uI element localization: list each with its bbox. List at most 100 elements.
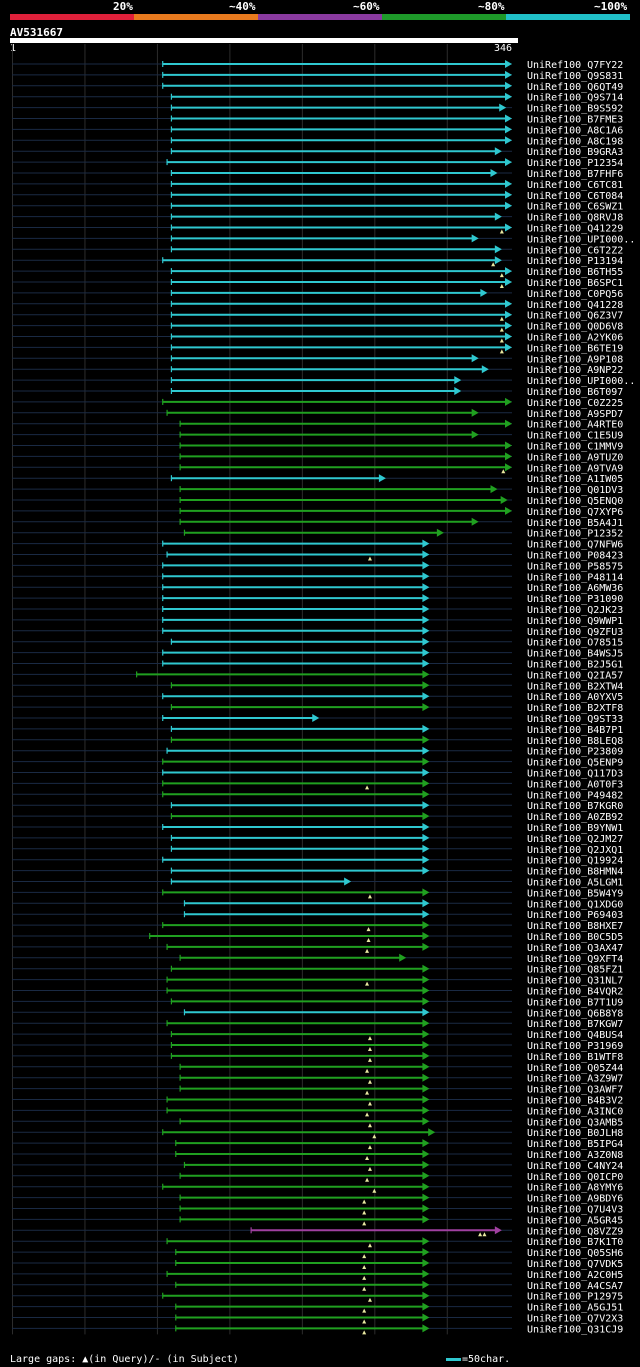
hit-label[interactable]: UniRef100_C6T2Z2 — [527, 245, 623, 256]
hit-label[interactable]: UniRef100_A8C198 — [527, 136, 623, 147]
hit-label[interactable]: UniRef100_B6TH55 — [527, 267, 623, 278]
hit-label[interactable]: UniRef100_P23809 — [527, 747, 623, 758]
hit-label[interactable]: UniRef100_A4RTE0 — [527, 420, 623, 431]
hit-label[interactable]: UniRef100_B2XTF8 — [527, 703, 623, 714]
hit-label[interactable]: UniRef100_UPI000.. — [527, 234, 635, 245]
hit-label[interactable]: UniRef100_B6T097 — [527, 387, 623, 398]
hit-label[interactable]: UniRef100_B7K1T0 — [527, 1237, 623, 1248]
hit-label[interactable]: UniRef100_A9TUZ0 — [527, 452, 623, 463]
hit-label[interactable]: UniRef100_Q05Z44 — [527, 1063, 623, 1074]
hit-label[interactable]: UniRef100_A9NP22 — [527, 365, 623, 376]
hit-label[interactable]: UniRef100_P31969 — [527, 1041, 623, 1052]
hit-label[interactable]: UniRef100_Q9ZFU3 — [527, 627, 623, 638]
hit-label[interactable]: UniRef100_A9P108 — [527, 354, 623, 365]
hit-label[interactable]: UniRef100_C1E5U9 — [527, 431, 623, 442]
hit-label[interactable]: UniRef100_A0T0F3 — [527, 779, 623, 790]
hit-label[interactable]: UniRef100_A2YK06 — [527, 333, 623, 344]
hit-label[interactable]: UniRef100_Q9ST33 — [527, 714, 623, 725]
hit-label[interactable]: UniRef100_Q3AMB5 — [527, 1117, 623, 1128]
hit-label[interactable]: UniRef100_P48114 — [527, 572, 623, 583]
hit-label[interactable]: UniRef100_Q8VZZ9 — [527, 1226, 623, 1237]
hit-label[interactable]: UniRef100_Q2JK23 — [527, 605, 623, 616]
hit-label[interactable]: UniRef100_B7FME3 — [527, 115, 623, 126]
hit-label[interactable]: UniRef100_Q2JM27 — [527, 834, 623, 845]
hit-label[interactable]: UniRef100_C0PQ56 — [527, 289, 623, 300]
hit-label[interactable]: UniRef100_Q2IA57 — [527, 670, 623, 681]
hit-label[interactable]: UniRef100_B4B3V2 — [527, 1096, 623, 1107]
hit-label[interactable]: UniRef100_P12354 — [527, 158, 623, 169]
hit-label[interactable]: UniRef100_B4B7P1 — [527, 725, 623, 736]
hit-label[interactable]: UniRef100_A3Z0N8 — [527, 1150, 623, 1161]
hit-label[interactable]: UniRef100_Q01DV3 — [527, 485, 623, 496]
hit-label[interactable]: UniRef100_Q8RVJ8 — [527, 213, 623, 224]
hit-label[interactable]: UniRef100_P69403 — [527, 910, 623, 921]
hit-label[interactable]: UniRef100_A2C0H5 — [527, 1270, 623, 1281]
hit-label[interactable]: UniRef100_Q0D6V8 — [527, 322, 623, 333]
hit-label[interactable]: UniRef100_B5A4J1 — [527, 518, 623, 529]
hit-label[interactable]: UniRef100_Q9S831 — [527, 71, 623, 82]
hit-label[interactable]: UniRef100_Q117D3 — [527, 769, 623, 780]
hit-label[interactable]: UniRef100_Q6Z3V7 — [527, 311, 623, 322]
hit-label[interactable]: UniRef100_Q31CJ9 — [527, 1324, 623, 1335]
hit-label[interactable]: UniRef100_A3INC0 — [527, 1106, 623, 1117]
hit-label[interactable]: UniRef100_A5GJ51 — [527, 1303, 623, 1314]
hit-label[interactable]: UniRef100_B2J5G1 — [527, 660, 623, 671]
hit-label[interactable]: UniRef100_C6T084 — [527, 191, 623, 202]
hit-label[interactable]: UniRef100_B9GRA3 — [527, 147, 623, 158]
hit-label[interactable]: UniRef100_B7FHF6 — [527, 169, 623, 180]
hit-label[interactable]: UniRef100_A9TVA9 — [527, 463, 623, 474]
hit-label[interactable]: UniRef100_B4WSJ5 — [527, 649, 623, 660]
hit-label[interactable]: UniRef100_P49482 — [527, 790, 623, 801]
hit-label[interactable]: UniRef100_Q4BUS4 — [527, 1030, 623, 1041]
hit-label[interactable]: UniRef100_Q85FZ1 — [527, 965, 623, 976]
hit-label[interactable]: UniRef100_Q31NL7 — [527, 976, 623, 987]
hit-label[interactable]: UniRef100_P31090 — [527, 594, 623, 605]
hit-label[interactable]: UniRef100_B1WTF8 — [527, 1052, 623, 1063]
hit-label[interactable]: UniRef100_A9BDY6 — [527, 1194, 623, 1205]
hit-label[interactable]: UniRef100_B5IPG4 — [527, 1139, 623, 1150]
hit-label[interactable]: UniRef100_B8HMN4 — [527, 867, 623, 878]
hit-label[interactable]: UniRef100_A5GR45 — [527, 1215, 623, 1226]
hit-label[interactable]: UniRef100_O78515 — [527, 638, 623, 649]
hit-label[interactable]: UniRef100_Q7U4V3 — [527, 1205, 623, 1216]
hit-label[interactable]: UniRef100_C6TC81 — [527, 180, 623, 191]
hit-label[interactable]: UniRef100_B9S592 — [527, 104, 623, 115]
hit-label[interactable]: UniRef100_P13194 — [527, 256, 623, 267]
hit-label[interactable]: UniRef100_Q9XFT4 — [527, 954, 623, 965]
hit-label[interactable]: UniRef100_B0C5D5 — [527, 932, 623, 943]
hit-label[interactable]: UniRef100_P08423 — [527, 551, 623, 562]
hit-label[interactable]: UniRef100_Q19924 — [527, 856, 623, 867]
hit-label[interactable]: UniRef100_Q05SH6 — [527, 1248, 623, 1259]
hit-label[interactable]: UniRef100_Q41228 — [527, 300, 623, 311]
hit-label[interactable]: UniRef100_B6SPC1 — [527, 278, 623, 289]
hit-label[interactable]: UniRef100_Q2JXQ1 — [527, 845, 623, 856]
hit-label[interactable]: UniRef100_Q5ENP9 — [527, 758, 623, 769]
hit-label[interactable]: UniRef100_Q3AX47 — [527, 943, 623, 954]
hit-label[interactable]: UniRef100_A8C1A6 — [527, 125, 623, 136]
hit-label[interactable]: UniRef100_Q7V2X3 — [527, 1314, 623, 1325]
hit-label[interactable]: UniRef100_A9SPD7 — [527, 409, 623, 420]
hit-label[interactable]: UniRef100_B2XTW4 — [527, 681, 623, 692]
hit-label[interactable]: UniRef100_A1IW05 — [527, 474, 623, 485]
hit-label[interactable]: UniRef100_Q7NFW6 — [527, 540, 623, 551]
hit-label[interactable]: UniRef100_P12975 — [527, 1292, 623, 1303]
hit-label[interactable]: UniRef100_B0JLH8 — [527, 1128, 623, 1139]
hit-label[interactable]: UniRef100_Q7VDK5 — [527, 1259, 623, 1270]
hit-label[interactable]: UniRef100_Q3AWF7 — [527, 1085, 623, 1096]
hit-label[interactable]: UniRef100_B9YNW1 — [527, 823, 623, 834]
hit-label[interactable]: UniRef100_Q7XYP6 — [527, 507, 623, 518]
hit-label[interactable]: UniRef100_Q5ENQ0 — [527, 496, 623, 507]
hit-label[interactable]: UniRef100_A0YXV5 — [527, 692, 623, 703]
hit-label[interactable]: UniRef100_B7T1U9 — [527, 997, 623, 1008]
hit-label[interactable]: UniRef100_UPI000.. — [527, 376, 635, 387]
hit-label[interactable]: UniRef100_Q6QT49 — [527, 82, 623, 93]
hit-label[interactable]: UniRef100_B7KGW7 — [527, 1019, 623, 1030]
hit-label[interactable]: UniRef100_C6SWZ1 — [527, 202, 623, 213]
hit-label[interactable]: UniRef100_B8LEQ8 — [527, 736, 623, 747]
hit-label[interactable]: UniRef100_A3Z9W7 — [527, 1074, 623, 1085]
hit-label[interactable]: UniRef100_Q1XDG0 — [527, 899, 623, 910]
hit-label[interactable]: UniRef100_A6MW36 — [527, 583, 623, 594]
hit-label[interactable]: UniRef100_P58575 — [527, 561, 623, 572]
hit-label[interactable]: UniRef100_B8HXE7 — [527, 921, 623, 932]
hit-label[interactable]: UniRef100_Q7FY22 — [527, 60, 623, 71]
